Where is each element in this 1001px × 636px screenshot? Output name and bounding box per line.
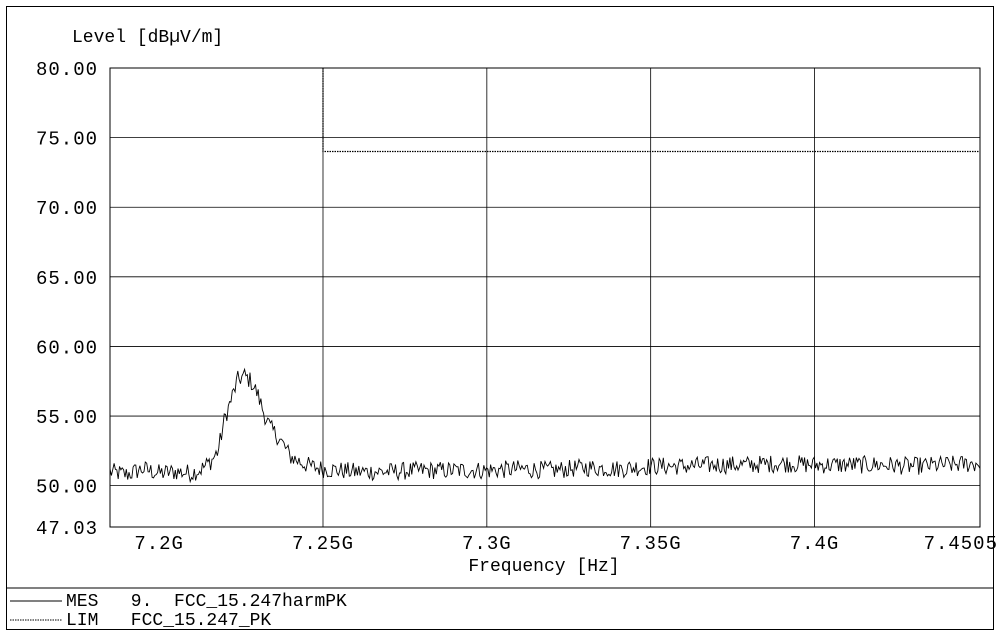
x-axis-label: Frequency [Hz] — [468, 557, 619, 577]
y-tick-label: 80.00 — [36, 59, 98, 81]
y-tick-label: 55.00 — [36, 407, 98, 429]
y-tick-label: 50.00 — [36, 477, 98, 499]
y-tick-label: 70.00 — [36, 198, 98, 220]
legend-entry: LIM FCC_15.247_PK — [66, 611, 271, 631]
x-tick-label: 7.25G — [292, 533, 354, 555]
y-tick-label: 60.00 — [36, 337, 98, 359]
x-tick-label: 7.3G — [462, 533, 512, 555]
x-tick-label: 7.35G — [620, 533, 682, 555]
x-tick-label: 7.2G — [134, 533, 184, 555]
y-tick-label: 75.00 — [36, 129, 98, 151]
legend-entry: MES 9. FCC_15.247harmPK — [66, 592, 347, 612]
y-tick-label: 65.00 — [36, 268, 98, 290]
series-line-lim — [322, 68, 980, 153]
x-tick-label: 7.4G — [790, 533, 840, 555]
x-tick-label: 7.4505 — [924, 533, 998, 555]
y-axis-label: Level [dBµV/m] — [72, 28, 223, 48]
chart-frame — [6, 6, 994, 630]
y-tick-label: 47.03 — [36, 518, 98, 540]
series-line-mes — [109, 367, 981, 484]
